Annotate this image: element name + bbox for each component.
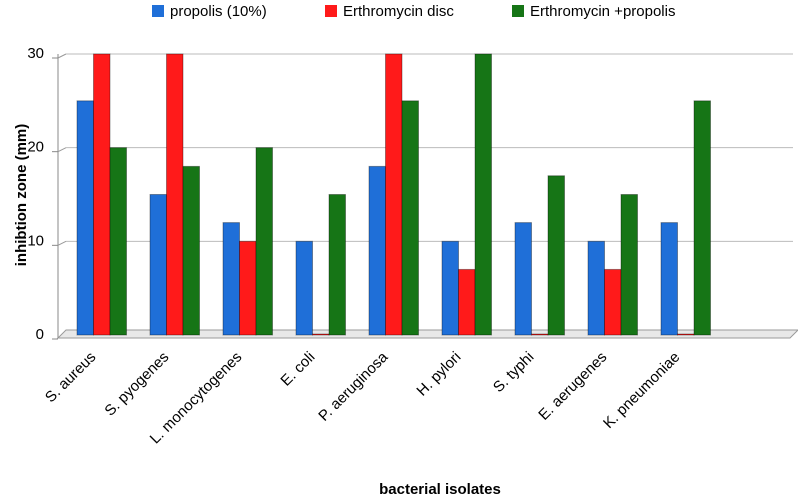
bar (458, 268, 476, 336)
bar (328, 194, 346, 336)
bar (441, 240, 459, 336)
x-tick-label: S. pyogenes (101, 349, 172, 420)
x-tick-label: P. aeruginosa (315, 348, 392, 425)
bar (255, 147, 273, 336)
bar (166, 53, 184, 336)
x-tick-label: H. pylori (413, 349, 464, 400)
legend-swatch (512, 5, 524, 17)
bar (693, 100, 711, 336)
x-tick-label: E. aerugenes (535, 349, 610, 424)
x-tick-label: S. typhi (490, 349, 537, 396)
bar (149, 194, 167, 336)
grid-line (57, 147, 67, 153)
x-tick-label: K. pneumoniae (600, 349, 683, 432)
bar (547, 175, 565, 336)
bar (401, 100, 419, 336)
bar (295, 240, 313, 336)
bar (76, 100, 94, 336)
bar (109, 147, 127, 336)
bar (514, 222, 532, 336)
bar (620, 194, 638, 336)
bar (93, 53, 111, 336)
bar (660, 222, 678, 336)
x-tick-label: E. coli (277, 349, 318, 390)
bar (222, 222, 240, 336)
bar (385, 53, 403, 336)
bar (239, 240, 257, 336)
legend-swatch (325, 5, 337, 17)
bar (312, 333, 330, 336)
y-tick-label: 10 (27, 232, 44, 249)
bar (182, 165, 200, 336)
bar (604, 268, 622, 336)
bar (531, 333, 549, 336)
y-tick-label: 30 (27, 45, 44, 62)
grid-line (57, 240, 67, 246)
y-axis-title: inhibtion zone (mm) (13, 124, 30, 266)
bar (368, 165, 386, 336)
bar (677, 333, 695, 336)
y-tick-label: 0 (36, 326, 44, 343)
legend-label: Erthromycin +propolis (530, 3, 675, 20)
legend-swatch (152, 5, 164, 17)
x-tick-label: S. aureus (42, 349, 99, 406)
x-axis-title: bacterial isolates (379, 481, 501, 498)
bar (474, 53, 492, 336)
grid-line (57, 53, 67, 59)
y-tick-label: 20 (27, 139, 44, 156)
legend-label: propolis (10%) (170, 3, 267, 20)
bar (587, 240, 605, 336)
legend-label: Erthromycin disc (343, 3, 454, 20)
